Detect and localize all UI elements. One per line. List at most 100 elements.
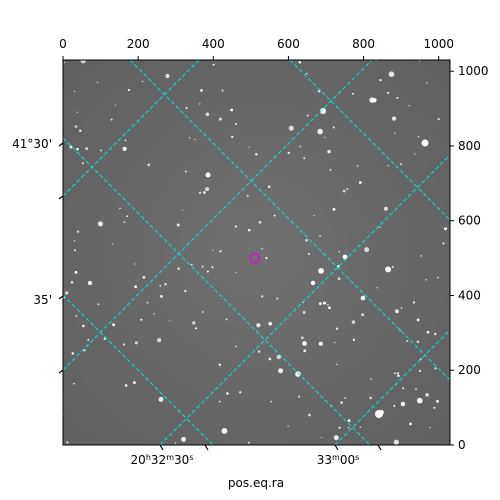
x-tick-label: 200	[127, 37, 150, 51]
grid-line	[159, 154, 450, 445]
star	[234, 225, 237, 228]
star	[80, 60, 86, 64]
star	[402, 387, 405, 390]
star	[82, 324, 85, 328]
star	[344, 397, 347, 399]
y-tick-label: 400	[458, 288, 481, 302]
star	[261, 248, 263, 250]
star	[194, 138, 196, 141]
star	[418, 369, 422, 372]
star	[225, 318, 228, 321]
star	[176, 223, 180, 227]
star	[327, 149, 331, 154]
star	[298, 60, 302, 64]
star	[415, 388, 417, 390]
star	[388, 71, 395, 77]
star	[73, 382, 75, 385]
star	[400, 163, 403, 166]
star	[302, 310, 306, 314]
star	[205, 187, 210, 192]
star	[114, 104, 117, 106]
star	[299, 145, 302, 148]
star	[146, 301, 149, 304]
star	[358, 181, 362, 184]
star	[132, 381, 136, 385]
star	[342, 189, 346, 193]
star	[318, 268, 324, 274]
star	[218, 400, 221, 403]
star	[391, 266, 394, 268]
y-pixel-axis: 0 200 400 600 800 1000	[450, 64, 489, 452]
star	[313, 215, 315, 217]
star	[416, 397, 423, 404]
star	[400, 401, 406, 407]
star	[97, 221, 103, 227]
star	[231, 135, 234, 139]
star	[425, 393, 429, 397]
star	[318, 341, 323, 346]
star	[181, 436, 187, 442]
star	[395, 309, 399, 314]
star	[333, 435, 339, 441]
star	[437, 117, 440, 121]
ra-tick	[204, 444, 209, 451]
star	[74, 125, 78, 128]
star	[332, 126, 335, 129]
star	[319, 234, 322, 237]
star	[185, 106, 188, 109]
star	[257, 350, 261, 353]
y-tick-label: 1000	[458, 64, 489, 78]
star	[71, 352, 75, 355]
star	[201, 311, 204, 313]
star	[302, 341, 307, 346]
star	[328, 306, 331, 310]
star	[64, 291, 69, 295]
star	[87, 338, 90, 341]
star	[340, 401, 343, 404]
star	[255, 152, 258, 156]
star	[276, 297, 279, 300]
star	[63, 61, 66, 64]
star	[76, 230, 80, 233]
star	[359, 426, 362, 428]
star	[260, 295, 264, 298]
star	[202, 191, 206, 194]
star	[198, 103, 201, 105]
grid-line	[289, 60, 450, 221]
star	[201, 265, 204, 268]
star	[268, 357, 272, 361]
star	[332, 207, 336, 211]
star	[258, 220, 262, 224]
star	[73, 240, 76, 242]
star	[265, 256, 268, 260]
star	[383, 206, 388, 211]
star	[305, 238, 308, 242]
star	[267, 185, 271, 189]
x-tick-label: 800	[352, 37, 375, 51]
star	[234, 122, 237, 125]
ra-axis: 20h32m30s 33m00s	[131, 444, 382, 467]
star	[360, 295, 366, 301]
star-field	[63, 60, 447, 445]
star	[372, 98, 377, 103]
star	[256, 323, 261, 328]
star	[134, 341, 138, 345]
star	[164, 282, 167, 286]
star	[112, 323, 116, 327]
star	[160, 294, 163, 298]
star	[195, 327, 198, 330]
star	[174, 442, 177, 444]
star	[327, 303, 329, 306]
x-tick-label: 0	[59, 37, 67, 51]
star	[370, 378, 372, 380]
star	[235, 271, 237, 274]
grid-line	[63, 196, 64, 197]
star	[396, 372, 400, 375]
star	[376, 287, 378, 289]
star	[181, 209, 184, 211]
grid-line	[63, 137, 371, 445]
star	[308, 413, 311, 417]
star	[361, 313, 365, 317]
star	[177, 267, 180, 270]
